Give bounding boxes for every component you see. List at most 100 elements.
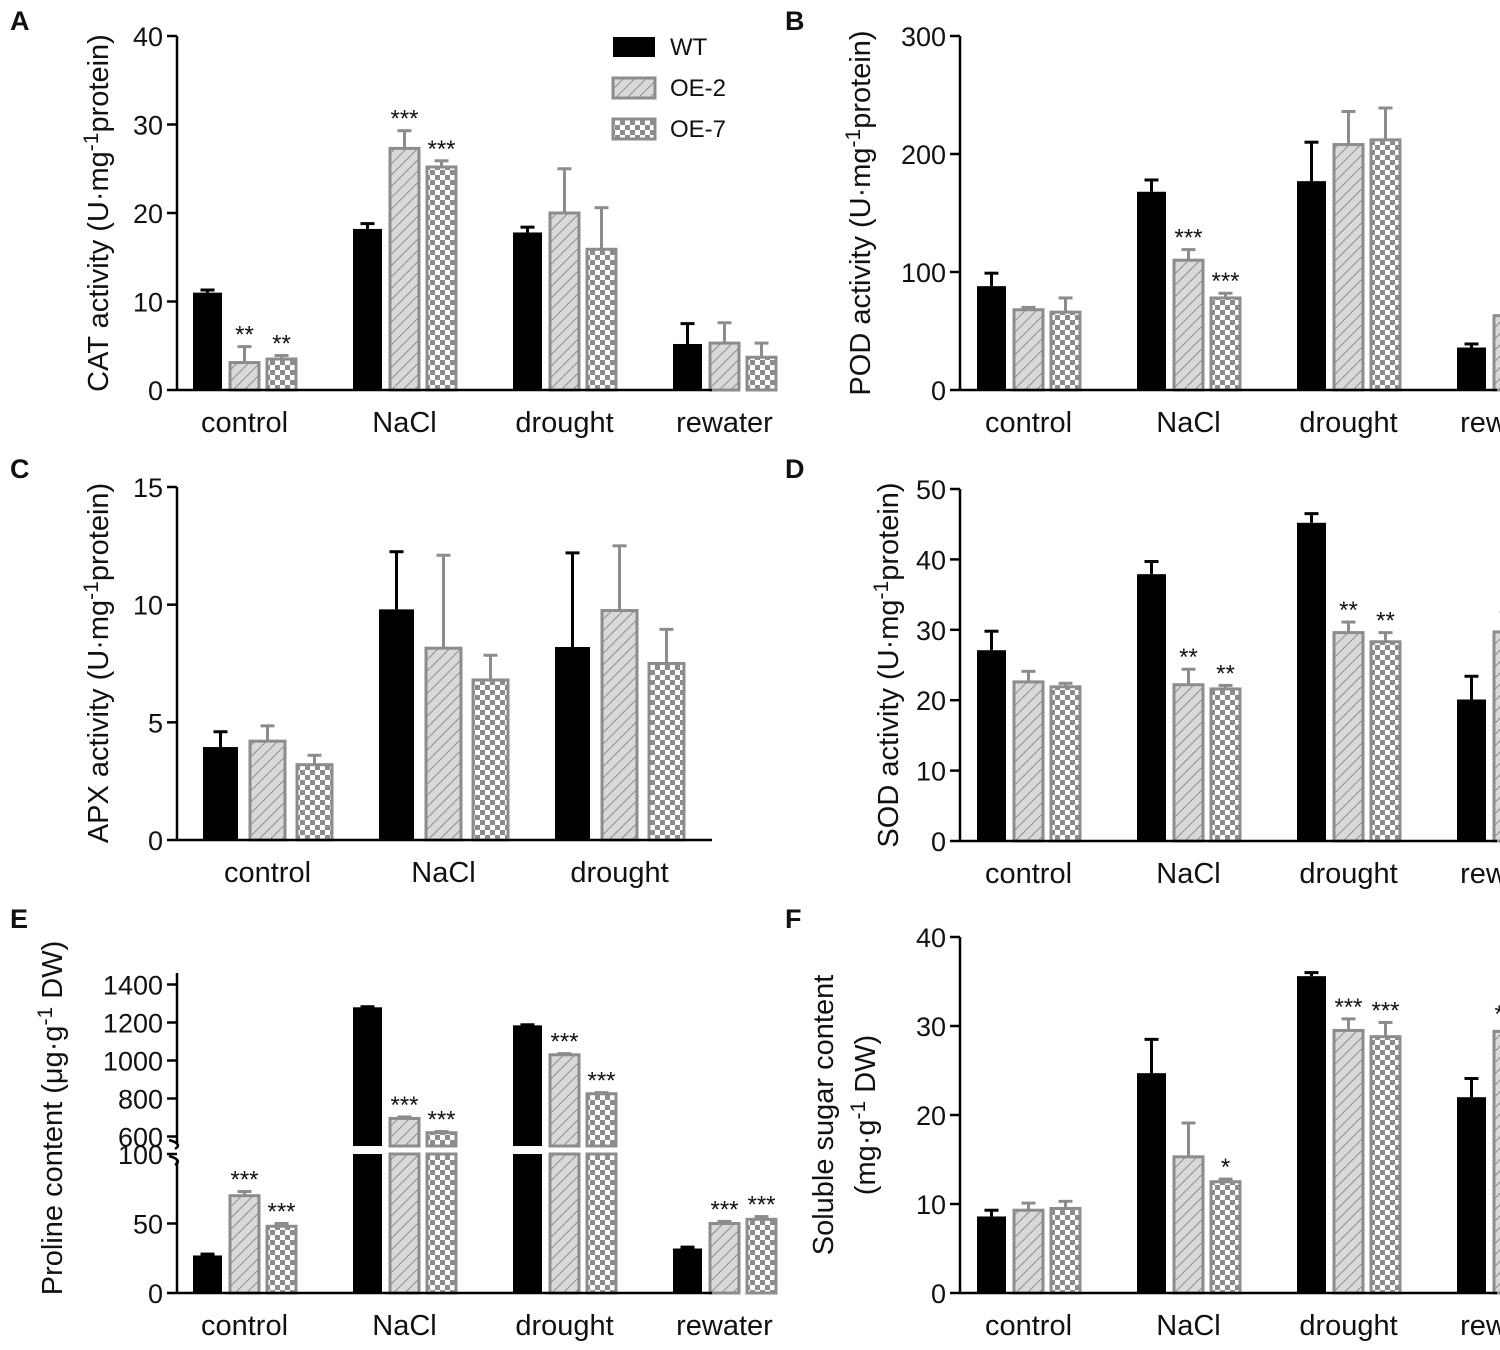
significance-oe7-control: ** — [272, 330, 291, 357]
bar-oe2-rewater — [1492, 314, 1500, 392]
significance-oe7-drought: *** — [587, 1068, 615, 1095]
bar-wt-control — [193, 1255, 222, 1293]
panel-letter: A — [10, 6, 30, 36]
y-tick-label: 50 — [916, 475, 946, 505]
bar-oe2-control — [248, 739, 287, 842]
bar-oe7-control — [265, 357, 298, 392]
panel-e: E********************* ***600800100012001… — [10, 904, 778, 1342]
bar-oe7-nacl — [1209, 296, 1242, 392]
bar-oe7-drought — [1369, 640, 1402, 843]
y-axis-label: APX activity (U·mg-1protein) — [80, 483, 115, 843]
bar-wt-nacl — [379, 609, 414, 840]
bar-oe2-nacl — [1172, 258, 1205, 392]
significance-oe7-nacl: *** — [1211, 268, 1239, 295]
bar-oe7-drought — [647, 662, 686, 842]
bar-lower-oe7-drought — [585, 1152, 618, 1295]
y-tick-label: 1000 — [103, 1047, 163, 1077]
bar-oe7-nacl — [1209, 1180, 1242, 1295]
y-axis-label-units: (mg·g-1 DW) — [847, 1035, 882, 1195]
significance-oe2-nacl: ** — [1179, 644, 1198, 671]
bar-wt-drought — [1297, 522, 1326, 841]
significance-oe2-nacl: *** — [390, 1092, 418, 1119]
legend-swatch-oe7 — [611, 117, 657, 141]
x-category-nacl: NaCl — [1156, 407, 1220, 439]
significance-oe7-nacl: *** — [427, 1107, 455, 1134]
bar-wt-rewater — [1457, 699, 1486, 841]
bar-oe7-drought — [1369, 1035, 1402, 1295]
x-category-nacl: NaCl — [1156, 1310, 1220, 1342]
bar-oe7-control — [295, 763, 334, 842]
bar-wt-control — [977, 1216, 1006, 1293]
significance-oe7-drought: ** — [1376, 608, 1395, 635]
y-tick-label: 30 — [133, 111, 163, 141]
significance-oe2-nacl: *** — [390, 106, 418, 133]
bar-wt-nacl — [1137, 1073, 1166, 1293]
legend: WT OE-2 OE-7 — [611, 34, 726, 143]
bar-oe2-nacl — [388, 146, 421, 392]
bar-oe7-control — [1049, 1206, 1082, 1295]
legend-label-oe2: OE-2 — [670, 75, 726, 102]
bar-oe7-drought — [585, 247, 618, 392]
y-tick-label: 40 — [916, 923, 946, 953]
bar-oe2-nacl — [1172, 683, 1205, 843]
panel-letter: E — [10, 904, 28, 934]
panel-f: F*************010203040controlNaCldrough… — [785, 904, 1500, 1342]
bar-oe7-rewater — [745, 355, 778, 392]
y-tick-label: 10 — [133, 591, 163, 621]
bar-wt-drought — [513, 1025, 542, 1146]
bar-lower-oe7-nacl — [425, 1152, 458, 1295]
bar-oe2-rewater — [708, 341, 741, 392]
x-category-control: control — [201, 407, 288, 439]
significance-oe2-control: ** — [235, 322, 254, 349]
y-tick-label: 1200 — [103, 1009, 163, 1039]
x-category-nacl: NaCl — [372, 1310, 436, 1342]
x-category-rewater: rewater — [1460, 407, 1500, 439]
x-category-rewater: rewater — [676, 407, 773, 439]
y-tick-label: 100 — [118, 1140, 163, 1170]
legend-swatch-oe2 — [611, 76, 657, 100]
y-tick-label: 0 — [931, 827, 946, 857]
legend-label-oe7: OE-7 — [670, 116, 726, 143]
x-category-drought: drought — [570, 857, 668, 889]
x-category-control: control — [985, 1310, 1072, 1342]
y-tick-label: 600 — [118, 1123, 163, 1153]
bar-wt-control — [193, 292, 222, 390]
x-category-rewater: rewater — [676, 1310, 773, 1342]
y-tick-label: 5 — [148, 708, 163, 738]
panel-b: B*******0100200300controlNaCldroughtrewa… — [785, 6, 1500, 439]
bar-oe7-control — [1049, 310, 1082, 392]
x-category-control: control — [201, 1310, 288, 1342]
y-tick-label: 1400 — [103, 971, 163, 1001]
y-tick-label: 15 — [133, 473, 163, 503]
bar-oe2-drought — [1332, 143, 1365, 392]
bar-wt-drought — [513, 232, 542, 390]
bar-oe2-control — [1012, 680, 1045, 843]
y-tick-label: 300 — [901, 22, 946, 52]
y-tick-label: 0 — [148, 376, 163, 406]
y-tick-label: 30 — [916, 616, 946, 646]
bar-lower-oe2-nacl — [388, 1152, 421, 1295]
bar-oe7-drought — [585, 1092, 618, 1148]
panel-letter: C — [10, 454, 30, 484]
bar-oe2-drought — [1332, 1028, 1365, 1295]
significance-oe2-control: *** — [230, 1167, 258, 1194]
x-category-nacl: NaCl — [1156, 858, 1220, 890]
y-tick-label: 20 — [916, 686, 946, 716]
x-category-drought: drought — [515, 407, 613, 439]
panel-d: D************01020304050controlNaCldroug… — [785, 454, 1500, 890]
x-category-nacl: NaCl — [372, 407, 436, 439]
bar-oe2-nacl — [1172, 1155, 1205, 1295]
y-tick-label: 20 — [916, 1101, 946, 1131]
x-category-drought: drought — [1299, 407, 1397, 439]
bar-oe2-control — [1012, 308, 1045, 392]
y-tick-label: 0 — [931, 376, 946, 406]
significance-oe2-drought: ** — [1339, 597, 1358, 624]
y-tick-label: 20 — [133, 199, 163, 229]
bar-oe2-control — [1012, 1208, 1045, 1295]
bar-wt-control — [203, 747, 238, 840]
bar-oe2-drought — [548, 1053, 581, 1148]
significance-oe7-rewater: *** — [747, 1192, 775, 1219]
bar-lower-oe2-drought — [548, 1152, 581, 1295]
bar-oe7-nacl — [471, 678, 510, 842]
